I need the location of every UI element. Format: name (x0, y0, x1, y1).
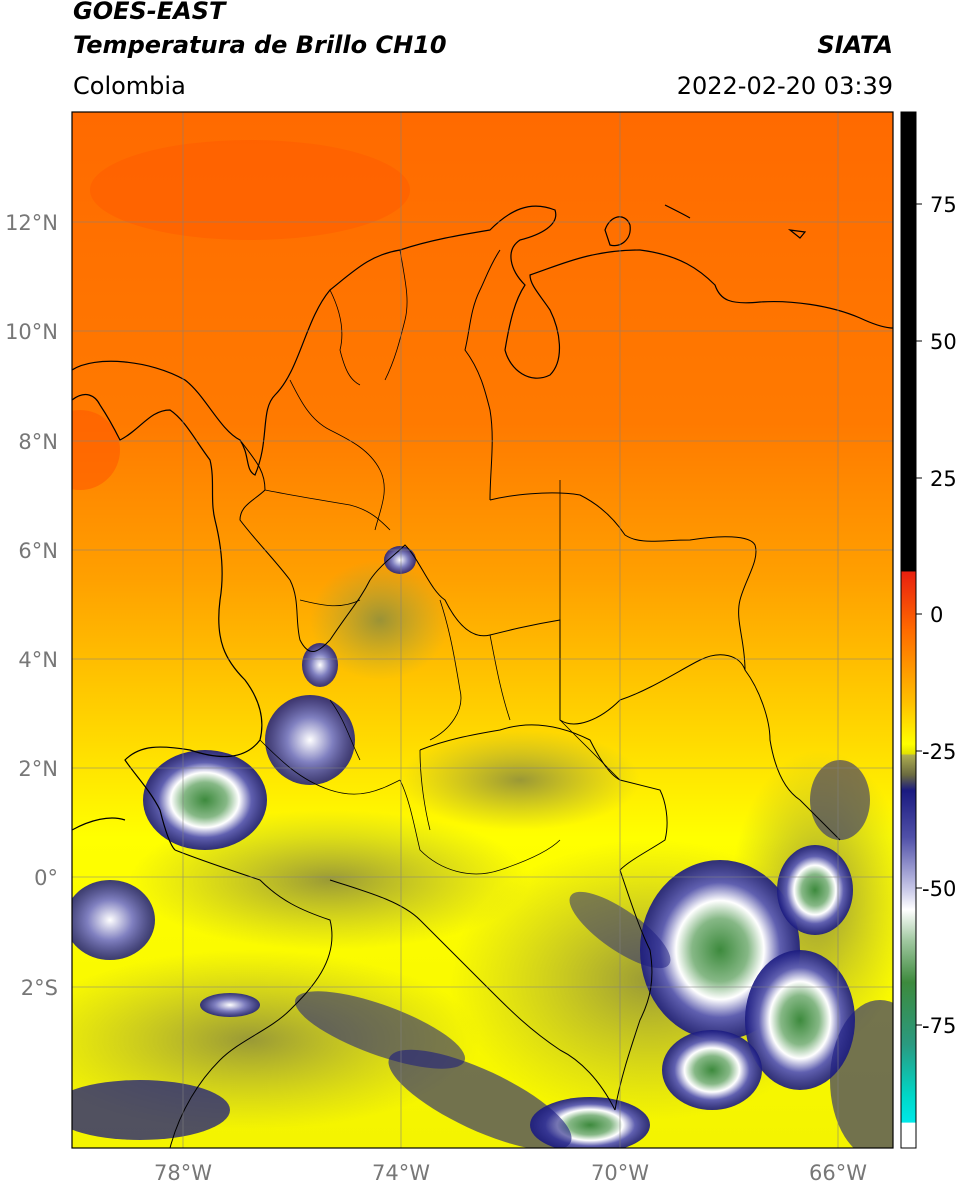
colorbar-tick-label: 75 (930, 193, 957, 217)
colorbar-tick-label: 0 (930, 603, 943, 627)
lat-tick-label: 10°N (5, 320, 58, 344)
lon-tick-label: 74°W (372, 1161, 430, 1185)
map-frame (71, 111, 894, 1149)
lat-tick-label: 6°N (18, 539, 58, 563)
lat-tick-label: 2°N (18, 757, 58, 781)
graticule (72, 112, 893, 1148)
colorbar (900, 111, 917, 1149)
lat-tick-label: 0° (34, 866, 58, 890)
colorbar-tick-label: 25 (930, 467, 957, 491)
lat-tick-label: 2°S (21, 976, 58, 1000)
lon-tick-label: 70°W (591, 1161, 649, 1185)
timestamp-label: 2022-02-20 03:39 (676, 72, 893, 100)
department-borders (259, 249, 621, 875)
satellite-image (72, 112, 893, 1148)
latitude-labels: 12°N 10°N 8°N 6°N 4°N 2°N 0° 2°S (5, 211, 58, 1000)
coastlines (72, 204, 893, 851)
lat-tick-label: 8°N (18, 430, 58, 454)
colorbar-tick-label: -25 (922, 740, 956, 764)
longitude-labels: 78°W 74°W 70°W 66°W (154, 1161, 867, 1185)
lon-tick-label: 78°W (154, 1161, 212, 1185)
lon-tick-label: 66°W (809, 1161, 867, 1185)
lat-tick-label: 12°N (5, 211, 58, 235)
colorbar-ticks (916, 203, 922, 1026)
colorbar-tick-label: 50 (930, 330, 957, 354)
region-label: Colombia (73, 72, 186, 100)
agency-label: SIATA (817, 31, 893, 59)
colorbar-tick-label: -50 (922, 877, 956, 901)
title-line-2: Temperatura de Brillo CH10 (73, 31, 447, 59)
country-borders (169, 249, 841, 1148)
colorbar-tick-label: -75 (922, 1014, 956, 1038)
colorbar-labels: 75 50 25 0 -25 -50 -75 (922, 193, 957, 1038)
lat-tick-label: 4°N (18, 648, 58, 672)
title-line-1: GOES-EAST (73, 0, 226, 25)
